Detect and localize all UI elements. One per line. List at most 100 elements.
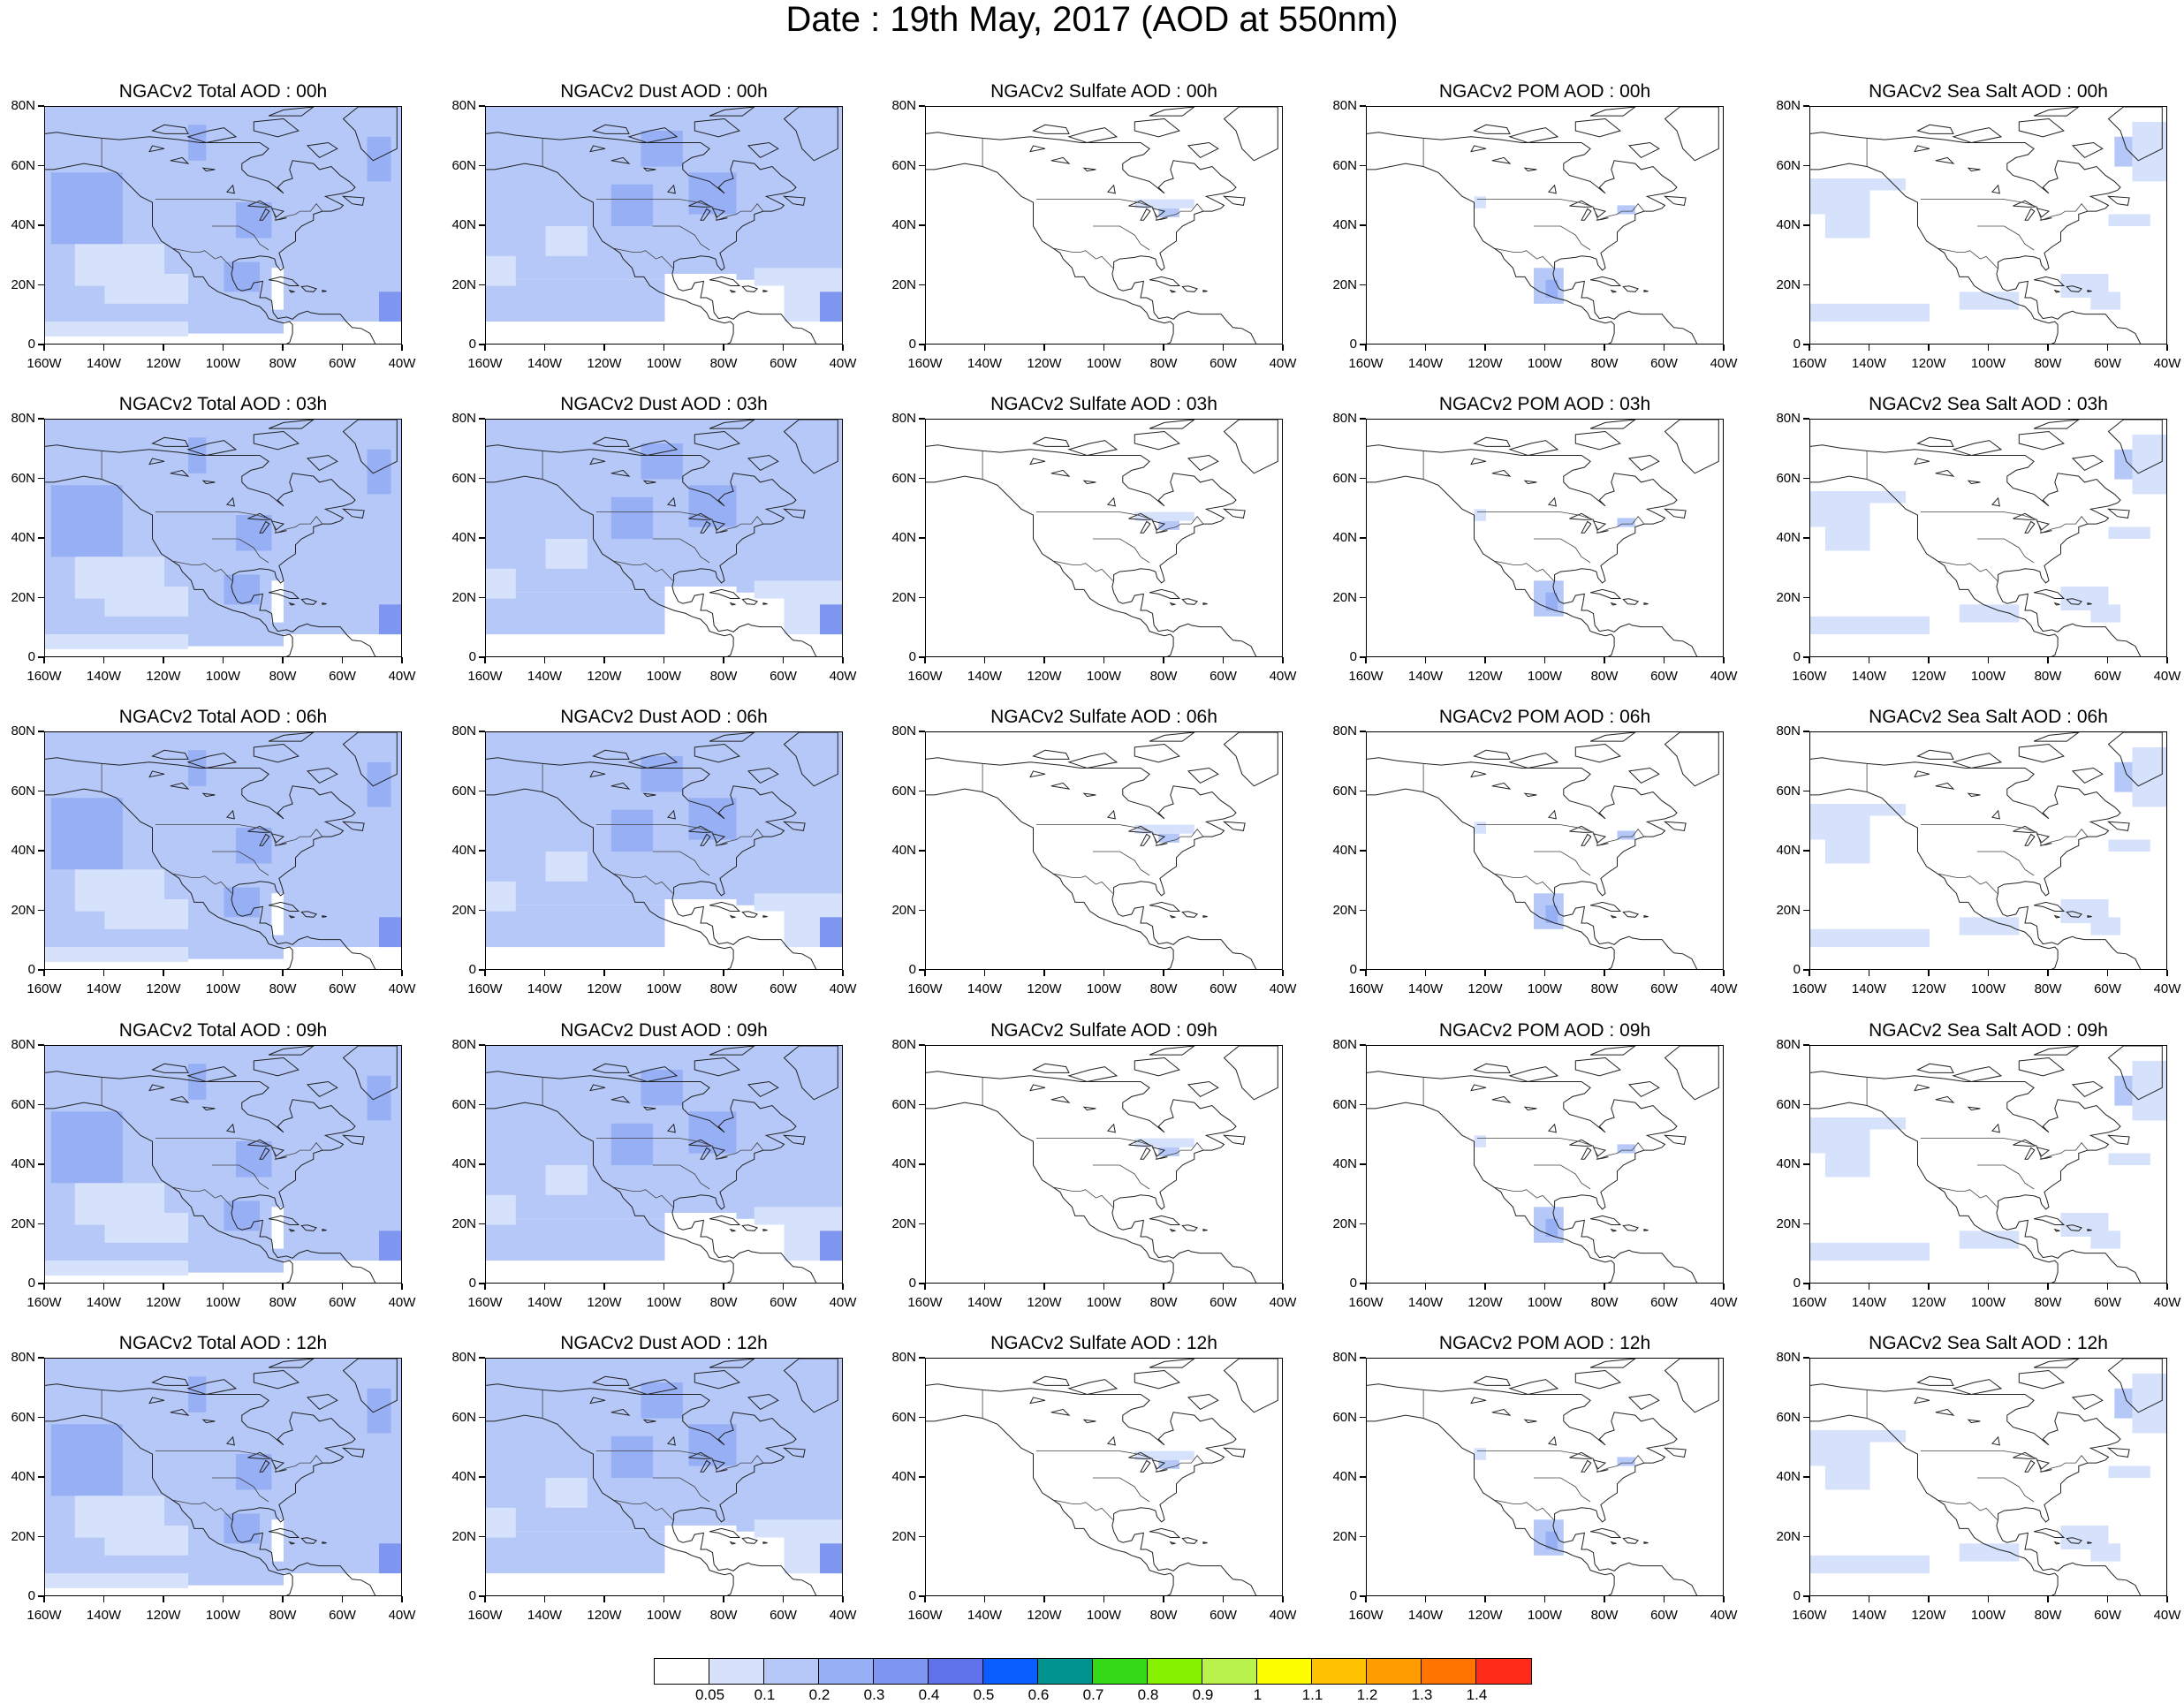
coastline xyxy=(1589,1046,1636,1056)
map-panel-total: NGACv2 Total AOD : 09h 80N 60N 40N 20N 0 160W 1… xyxy=(11,1020,415,1310)
lon-tick-mark xyxy=(222,345,224,351)
aod-map xyxy=(486,1046,842,1283)
lat-tick-label: 40N xyxy=(451,843,476,858)
lon-tick-label: 100W xyxy=(646,981,682,996)
lon-tick-mark xyxy=(282,1284,284,1290)
lon-tick-label: 140W xyxy=(1407,1608,1444,1623)
lon-tick-mark xyxy=(282,657,284,663)
coastline xyxy=(288,1228,295,1232)
coastline xyxy=(341,1447,365,1458)
coastline xyxy=(306,141,338,159)
colorbar-label: 0.4 xyxy=(918,1686,940,1703)
map-panel-dust: NGACv2 Dust AOD : 06h 80N 60N 40N 20N 0 160W 14… xyxy=(451,707,856,996)
lat-tick-label: 40N xyxy=(451,530,476,545)
coastline xyxy=(741,285,759,292)
map-panel-total: NGACv2 Total AOD : 00h 80N 60N 40N 20N 0 160W 1… xyxy=(11,81,415,371)
lon-tick-label: 40W xyxy=(829,356,857,371)
aod-map xyxy=(1810,1046,2166,1283)
lat-tick-label: 0 xyxy=(27,1588,35,1603)
aod-shading xyxy=(1959,604,2020,623)
aod-shading xyxy=(367,449,391,495)
lat-tick-mark xyxy=(479,418,485,420)
colorbar-label: 0.1 xyxy=(754,1686,776,1703)
lat-tick-mark xyxy=(1360,1535,1366,1538)
coastline xyxy=(1149,732,1195,742)
lat-tick-label: 40N xyxy=(1332,530,1357,545)
coastline xyxy=(170,782,190,790)
lat-tick-label: 60N xyxy=(1332,783,1357,799)
lat-tick-mark xyxy=(38,1595,44,1597)
aod-shading xyxy=(664,899,737,918)
aod-map xyxy=(926,1359,1278,1595)
coastline xyxy=(1067,440,1119,457)
coastline xyxy=(247,512,272,520)
political-border xyxy=(212,538,269,564)
panel-title: NGACv2 Total AOD : 06h xyxy=(118,707,328,727)
lat-tick-label: 80N xyxy=(1332,1037,1357,1052)
coastline xyxy=(666,1123,676,1133)
lat-tick-mark xyxy=(1803,1595,1809,1597)
lon-tick-label: 120W xyxy=(146,356,181,371)
panel-title: NGACv2 Dust AOD : 12h xyxy=(560,1333,768,1353)
aod-map xyxy=(1810,420,2166,656)
aod-shading xyxy=(1134,824,1194,834)
coastline xyxy=(2013,825,2037,833)
political-border xyxy=(653,1477,710,1503)
coastline xyxy=(747,767,779,784)
lat-tick-label: 80N xyxy=(451,1037,476,1052)
lon-tick-label: 80W xyxy=(1149,981,1178,996)
coastline xyxy=(1181,285,1199,292)
coastline xyxy=(1589,276,1622,286)
lon-tick-label: 140W xyxy=(967,1295,1003,1310)
lat-tick-label: 60N xyxy=(1776,1409,1801,1425)
aod-shading xyxy=(1617,1457,1635,1466)
panel-title: NGACv2 POM AOD : 09h xyxy=(1438,1020,1651,1041)
coastline xyxy=(1574,117,1621,138)
political-border xyxy=(155,511,323,534)
lon-tick-label: 140W xyxy=(1407,356,1444,371)
lon-tick-mark xyxy=(1103,657,1105,663)
lat-tick-mark xyxy=(479,1103,485,1106)
political-border xyxy=(212,1477,269,1503)
map-panel-sulfate: NGACv2 Sulfate AOD : 03h 80N 60N 40N 20N 0 160… xyxy=(891,394,1296,684)
panel-title: NGACv2 Dust AOD : 06h xyxy=(560,707,768,727)
lon-tick-label: 80W xyxy=(269,356,297,371)
lat-tick-label: 80N xyxy=(451,723,476,738)
lon-tick-label: 40W xyxy=(829,669,857,684)
coastline xyxy=(148,145,165,153)
coastline xyxy=(1367,444,1678,584)
coastline xyxy=(341,195,365,206)
coastline xyxy=(1050,1095,1071,1103)
aod-shading xyxy=(486,1194,516,1225)
lon-tick-label: 120W xyxy=(1027,981,1062,996)
lon-tick-mark xyxy=(484,970,486,976)
coastline xyxy=(288,914,295,919)
lon-tick-mark xyxy=(782,1284,785,1290)
lon-tick-mark xyxy=(1163,970,1164,976)
lon-tick-label: 140W xyxy=(1851,1295,1887,1310)
lon-tick-mark xyxy=(2047,345,2049,351)
lat-tick-mark xyxy=(1803,1416,1809,1419)
coastline xyxy=(1470,1397,1487,1405)
coastline xyxy=(1473,1375,1511,1386)
lat-tick-mark xyxy=(479,1283,485,1284)
lon-tick-mark xyxy=(2166,1596,2168,1602)
aod-shading xyxy=(2108,214,2150,226)
colorbar-swatch xyxy=(1422,1659,1476,1684)
map-frame xyxy=(485,1045,843,1284)
coastline xyxy=(1082,1106,1096,1111)
lon-tick-label: 40W xyxy=(1710,1295,1738,1310)
aod-map xyxy=(926,732,1278,969)
lat-tick-mark xyxy=(479,790,485,792)
coastline xyxy=(700,833,711,846)
lat-tick-label: 60N xyxy=(11,1096,35,1112)
coastline xyxy=(300,285,318,292)
lon-tick-label: 100W xyxy=(1527,1608,1563,1623)
coastline xyxy=(1589,732,1636,742)
coastline xyxy=(666,809,676,820)
panel-title: NGACv2 Sulfate AOD : 09h xyxy=(990,1020,1217,1041)
coastline xyxy=(201,480,216,485)
coastline xyxy=(186,753,238,769)
lat-tick-mark xyxy=(1803,596,1809,599)
colorbar-swatch xyxy=(709,1659,764,1684)
